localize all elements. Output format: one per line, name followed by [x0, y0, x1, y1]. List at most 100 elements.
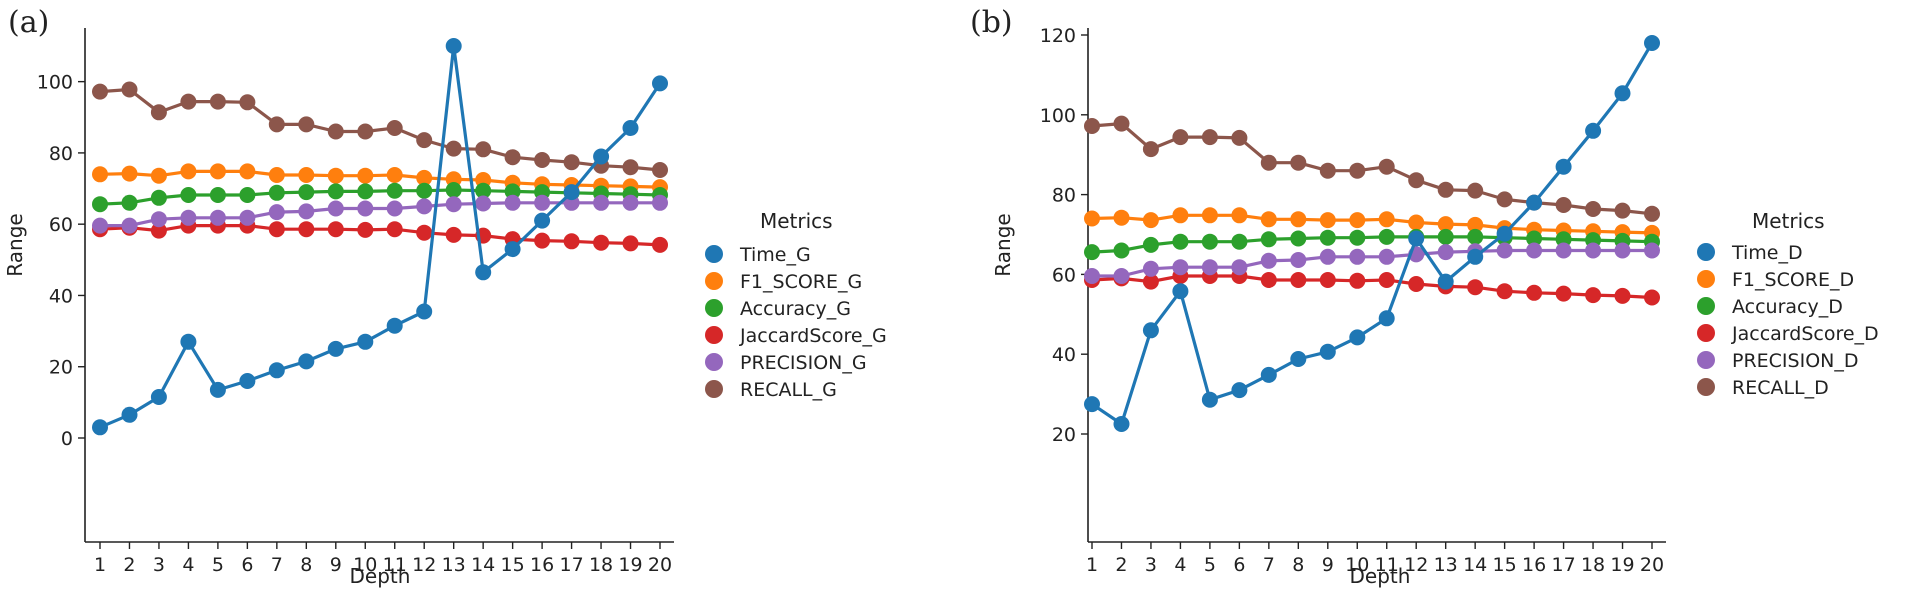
data-point-Accuracy_D	[1555, 231, 1572, 248]
data-point-PRECISION_G	[593, 194, 610, 211]
data-point-PRECISION_D	[1437, 244, 1454, 261]
data-point-F1_SCORE_G	[386, 167, 403, 183]
data-point-Accuracy_G	[268, 184, 285, 201]
y-tick-label-a: 0	[61, 428, 73, 450]
data-point-Accuracy_D	[1231, 233, 1248, 250]
data-point-PRECISION_D	[1614, 242, 1631, 259]
data-point-F1_SCORE_G	[209, 163, 226, 180]
y-tick-label-a: 80	[49, 143, 73, 165]
data-point-F1_SCORE_D	[1172, 207, 1189, 224]
y-tick-label-a: 100	[37, 72, 73, 94]
x-tick-label-b: 10	[1345, 554, 1369, 576]
x-tick-label-b: 13	[1434, 554, 1458, 576]
data-point-RECALL_G	[416, 132, 433, 149]
x-tick-label-a: 18	[589, 554, 613, 576]
data-point-Time_D	[1260, 366, 1277, 383]
data-point-PRECISION_G	[150, 211, 167, 228]
data-point-Accuracy_D	[1142, 236, 1159, 253]
data-point-RECALL_D	[1290, 154, 1307, 171]
data-point-Time_D	[1084, 396, 1100, 413]
legend-label-RECALL_D: RECALL_D	[1732, 377, 1829, 399]
x-tick-label-a: 11	[383, 554, 407, 576]
data-point-F1_SCORE_D	[1349, 212, 1366, 229]
data-point-Time_G	[416, 303, 433, 320]
data-point-PRECISION_G	[416, 198, 433, 215]
data-point-JaccardScore_G	[150, 222, 167, 239]
data-point-Accuracy_D	[1319, 229, 1336, 246]
legend-label-PRECISION_D: PRECISION_D	[1732, 350, 1859, 372]
series-JaccardScore_G	[92, 217, 668, 253]
data-point-JaccardScore_D	[1142, 273, 1159, 290]
data-point-Accuracy_D	[1349, 229, 1366, 246]
x-tick-label-b: 18	[1581, 554, 1605, 576]
x-tick-label-a: 5	[212, 554, 224, 576]
data-point-Accuracy_D	[1290, 230, 1307, 247]
data-point-Time_G	[298, 353, 315, 370]
data-point-RECALL_G	[239, 94, 256, 111]
data-point-F1_SCORE_D	[1113, 209, 1130, 226]
data-point-Time_D	[1408, 230, 1425, 247]
data-point-PRECISION_D	[1231, 259, 1248, 276]
data-point-Time_D	[1349, 329, 1366, 346]
data-point-F1_SCORE_G	[357, 167, 374, 184]
x-tick-label-a: 19	[618, 554, 642, 576]
data-point-Time_D	[1231, 382, 1248, 399]
y-tick-label-a: 40	[49, 285, 73, 307]
panel-label-b: (b)	[970, 5, 1013, 40]
data-point-F1_SCORE_D	[1319, 212, 1336, 229]
data-point-F1_SCORE_D	[1201, 207, 1218, 224]
x-tick-label-a: 15	[501, 554, 525, 576]
x-tick-label-a: 16	[530, 554, 554, 576]
data-point-Time_D	[1496, 225, 1513, 242]
data-point-PRECISION_G	[622, 194, 639, 211]
x-tick-label-b: 17	[1551, 554, 1575, 576]
data-point-PRECISION_D	[1496, 242, 1513, 259]
data-point-Accuracy_G	[209, 187, 226, 203]
data-point-RECALL_D	[1378, 158, 1395, 175]
x-tick-label-a: 13	[442, 554, 466, 576]
x-tick-label-b: 20	[1640, 554, 1664, 576]
data-point-RECALL_D	[1201, 129, 1218, 146]
y-tick-label-b: 120	[1040, 25, 1076, 47]
data-point-RECALL_D	[1644, 205, 1660, 222]
data-point-Time_G	[327, 340, 344, 357]
data-point-JaccardScore_D	[1290, 272, 1307, 288]
data-point-JaccardScore_G	[268, 221, 285, 238]
x-tick-label-b: 6	[1233, 554, 1245, 576]
data-point-PRECISION_D	[1378, 248, 1395, 265]
data-point-Time_D	[1142, 322, 1159, 339]
data-point-Accuracy_G	[92, 196, 108, 213]
data-point-Accuracy_D	[1378, 228, 1395, 245]
data-point-RECALL_G	[563, 154, 580, 171]
data-point-Accuracy_D	[1201, 233, 1218, 250]
legend-title-b: Metrics	[1752, 209, 1825, 233]
data-point-PRECISION_D	[1585, 242, 1602, 259]
data-point-F1_SCORE_G	[239, 163, 256, 180]
data-point-Time_G	[121, 406, 138, 423]
data-point-RECALL_G	[268, 116, 285, 133]
data-point-Time_G	[268, 362, 285, 379]
legend-marker-Accuracy_D	[1697, 297, 1715, 315]
data-point-Accuracy_D	[1260, 231, 1277, 248]
data-point-JaccardScore_G	[652, 236, 668, 253]
x-tick-label-a: 8	[300, 554, 312, 576]
data-point-Accuracy_G	[150, 189, 167, 206]
data-point-PRECISION_D	[1290, 252, 1307, 268]
y-tick-label-b: 80	[1052, 185, 1076, 207]
data-point-Time_G	[92, 419, 108, 436]
x-tick-label-b: 7	[1263, 554, 1275, 576]
x-tick-label-a: 4	[182, 554, 194, 576]
data-point-Time_G	[180, 333, 197, 350]
data-point-Accuracy_D	[1437, 228, 1454, 245]
x-tick-label-b: 14	[1463, 554, 1487, 576]
data-point-Time_D	[1614, 85, 1631, 102]
legend-marker-RECALL_D	[1697, 378, 1715, 396]
legend-label-Accuracy_G: Accuracy_G	[740, 298, 851, 320]
data-point-Time_D	[1526, 194, 1543, 211]
data-point-Time_G	[652, 75, 668, 92]
data-point-RECALL_G	[150, 104, 167, 121]
data-point-PRECISION_D	[1319, 248, 1336, 265]
data-point-Time_G	[622, 120, 639, 136]
data-point-Accuracy_D	[1526, 230, 1543, 247]
